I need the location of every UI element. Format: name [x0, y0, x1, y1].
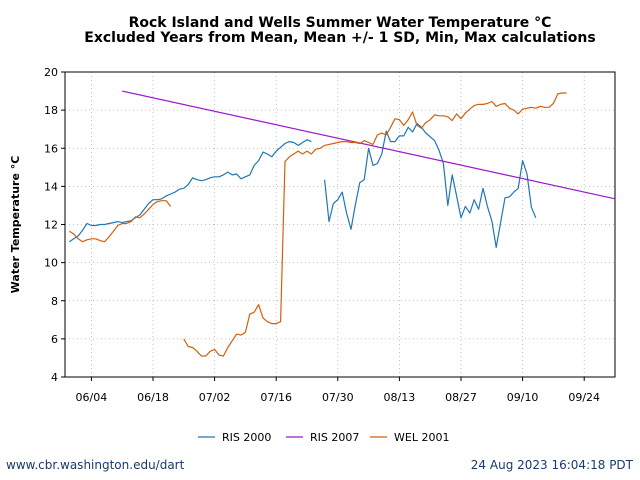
x-tick-label: 07/02: [199, 391, 231, 404]
x-tick-label: 07/30: [322, 391, 354, 404]
series-line-ris-2000: [324, 122, 537, 248]
y-tick-label: 12: [44, 219, 58, 232]
y-axis-label: Water Temperature °C: [9, 156, 22, 294]
x-tick-label: 06/04: [76, 391, 108, 404]
chart-subtitle: Excluded Years from Mean, Mean +/- 1 SD,…: [84, 30, 595, 46]
x-tick-label: 09/10: [507, 391, 539, 404]
grid: [65, 72, 615, 377]
x-tick-label: 07/16: [260, 391, 292, 404]
y-tick-label: 18: [44, 104, 58, 117]
y-tick-label: 6: [51, 333, 58, 346]
y-tick-label: 16: [44, 142, 58, 155]
plot-frame: [64, 71, 616, 378]
x-tick-label: 09/24: [568, 391, 600, 404]
x-tick-label: 08/13: [384, 391, 416, 404]
y-tick-label: 14: [44, 180, 58, 193]
legend-label-wel-2001: WEL 2001: [394, 431, 449, 444]
y-tick-label: 8: [51, 295, 58, 308]
series-line-wel-2001: [69, 200, 172, 243]
y-axis: 4 6 8 10 12 14 16 18 20: [44, 66, 65, 384]
legend-label-ris-2007: RIS 2007: [310, 431, 359, 444]
chart-title: Rock Island and Wells Summer Water Tempe…: [129, 15, 552, 31]
timestamp: 24 Aug 2023 16:04:18 PDT: [470, 458, 633, 472]
series-line-wel-2001: [183, 92, 567, 357]
y-tick-label: 4: [51, 371, 58, 384]
legend-label-ris-2000: RIS 2000: [222, 431, 271, 444]
legend: RIS 2000 RIS 2007 WEL 2001: [198, 431, 449, 444]
x-axis: 06/04 06/18 07/02 07/16 07/30 08/13 08/27 09/10…: [76, 377, 600, 404]
series-line-ris-2007: [122, 90, 616, 200]
y-tick-label: 20: [44, 66, 58, 79]
x-tick-label: 06/18: [137, 391, 169, 404]
y-tick-label: 10: [44, 257, 58, 270]
source-url: www.cbr.washington.edu/dart: [6, 458, 185, 472]
series-line-ris-2000: [69, 139, 312, 243]
x-tick-label: 08/27: [445, 391, 477, 404]
series-lines: [69, 90, 616, 357]
